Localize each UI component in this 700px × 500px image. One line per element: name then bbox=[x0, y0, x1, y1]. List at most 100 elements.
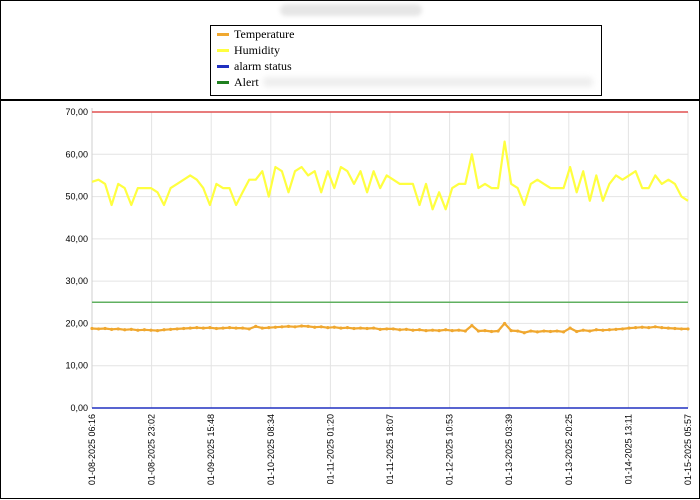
temperature-point bbox=[450, 329, 454, 333]
temperature-point bbox=[234, 326, 238, 330]
temperature-point bbox=[679, 327, 684, 331]
temperature-point bbox=[437, 329, 441, 333]
x-tick-label: 01-08-2025 06:16 bbox=[87, 414, 97, 485]
temperature-point bbox=[129, 327, 133, 331]
temperature-point bbox=[561, 330, 566, 334]
temperature-point bbox=[332, 325, 336, 329]
temperature-point bbox=[142, 328, 146, 332]
temperature-point bbox=[358, 326, 363, 330]
temperature-point bbox=[581, 328, 585, 332]
y-tick-label: 10,00 bbox=[65, 361, 88, 371]
temperature-point bbox=[529, 329, 533, 333]
temperature-point bbox=[614, 327, 618, 331]
temperature-point bbox=[155, 329, 160, 333]
temperature-point bbox=[385, 327, 389, 331]
temperature-point bbox=[267, 326, 271, 330]
temperature-point bbox=[398, 328, 402, 332]
temperature-point bbox=[666, 326, 670, 330]
temperature-point bbox=[660, 326, 664, 330]
temperature-point bbox=[345, 326, 350, 330]
temperature-point bbox=[110, 327, 114, 331]
temperature-point bbox=[430, 328, 435, 332]
temperature-point bbox=[286, 324, 291, 328]
x-tick-label: 01-12-2025 10:53 bbox=[445, 414, 455, 485]
temperature-point bbox=[588, 329, 592, 333]
legend-item-alarm-status: alarm status bbox=[217, 58, 292, 74]
x-tick-label: 01-10-2025 08:34 bbox=[266, 414, 276, 485]
legend-label-temperature: Temperature bbox=[234, 26, 295, 41]
temperature-point bbox=[372, 326, 376, 330]
temperature-point bbox=[522, 331, 526, 335]
x-tick-label: 01-15-2025 05:57 bbox=[683, 414, 693, 485]
legend-label-alert: Alert bbox=[234, 74, 259, 89]
x-tick-label: 01-14-2025 13:11 bbox=[623, 414, 633, 484]
temperature-point bbox=[214, 326, 219, 331]
temperature-point bbox=[424, 329, 428, 333]
temperature-point bbox=[378, 327, 382, 331]
temperature-point bbox=[208, 326, 212, 330]
legend-item-temperature: Temperature bbox=[217, 26, 294, 42]
y-tick-label: 70,00 bbox=[65, 107, 88, 117]
temperature-point bbox=[444, 328, 448, 332]
temperature-point bbox=[273, 325, 277, 329]
temperature-point bbox=[548, 329, 553, 334]
temperature-point bbox=[620, 327, 625, 331]
temperature-point bbox=[123, 328, 127, 332]
temperature-point bbox=[555, 329, 559, 333]
temperature-point bbox=[90, 326, 94, 331]
temperature-point bbox=[293, 325, 297, 329]
x-tick-label: 01-11-2025 18:07 bbox=[385, 414, 395, 484]
y-tick-label: 60,00 bbox=[65, 149, 88, 159]
legend-swatch-humidity bbox=[217, 48, 229, 52]
chart-legend: Temperature Humidity alarm status Alert bbox=[210, 25, 602, 96]
temperature-point bbox=[535, 330, 539, 334]
temperature-point bbox=[227, 326, 232, 330]
y-tick-label: 0,00 bbox=[70, 403, 88, 413]
temperature-point bbox=[365, 326, 369, 331]
temperature-point bbox=[594, 328, 598, 332]
temperature-point bbox=[489, 329, 494, 334]
temperature-point bbox=[496, 329, 500, 333]
temperature-point bbox=[542, 329, 546, 333]
temperature-point bbox=[306, 324, 310, 328]
x-tick-label: 01-08-2025 23:02 bbox=[147, 414, 157, 485]
temperature-point bbox=[319, 325, 323, 329]
temperature-point bbox=[136, 328, 140, 332]
temperature-point bbox=[483, 329, 487, 333]
legend-swatch-alert bbox=[217, 80, 229, 84]
temperature-point bbox=[476, 329, 481, 333]
temperature-point bbox=[411, 328, 415, 332]
temperature-point bbox=[673, 326, 677, 331]
temperature-point bbox=[254, 324, 258, 328]
legend-item-alert: Alert bbox=[217, 74, 593, 90]
temperature-point bbox=[326, 326, 330, 330]
chart-title-redacted bbox=[280, 4, 422, 16]
temperature-point bbox=[568, 326, 572, 330]
temperature-point bbox=[634, 326, 638, 330]
temperature-point bbox=[195, 326, 199, 330]
y-tick-label: 30,00 bbox=[65, 276, 88, 286]
temperature-point bbox=[686, 327, 690, 331]
temperature-point bbox=[96, 327, 101, 331]
temperature-point bbox=[516, 329, 520, 333]
temperature-point bbox=[601, 328, 605, 332]
series-line-humidity bbox=[91, 140, 689, 211]
temperature-point bbox=[339, 326, 343, 330]
temperature-point bbox=[221, 326, 225, 330]
temperature-point bbox=[575, 329, 579, 334]
x-tick-label: 01-09-2025 15:48 bbox=[206, 414, 216, 485]
temperature-point bbox=[162, 328, 166, 332]
x-tick-label: 01-13-2025 03:39 bbox=[504, 414, 514, 485]
temperature-point bbox=[503, 321, 507, 326]
legend-swatch-temperature bbox=[217, 32, 229, 36]
y-tick-label: 40,00 bbox=[65, 234, 88, 244]
temperature-point bbox=[509, 329, 513, 333]
x-tick-label: 01-13-2025 20:25 bbox=[564, 414, 574, 485]
legend-swatch-alarm-status bbox=[217, 64, 229, 68]
temperature-point bbox=[647, 326, 651, 330]
temperature-point bbox=[653, 325, 657, 329]
temperature-point bbox=[352, 326, 356, 331]
temperature-point bbox=[640, 325, 644, 329]
temperature-point bbox=[241, 326, 245, 330]
